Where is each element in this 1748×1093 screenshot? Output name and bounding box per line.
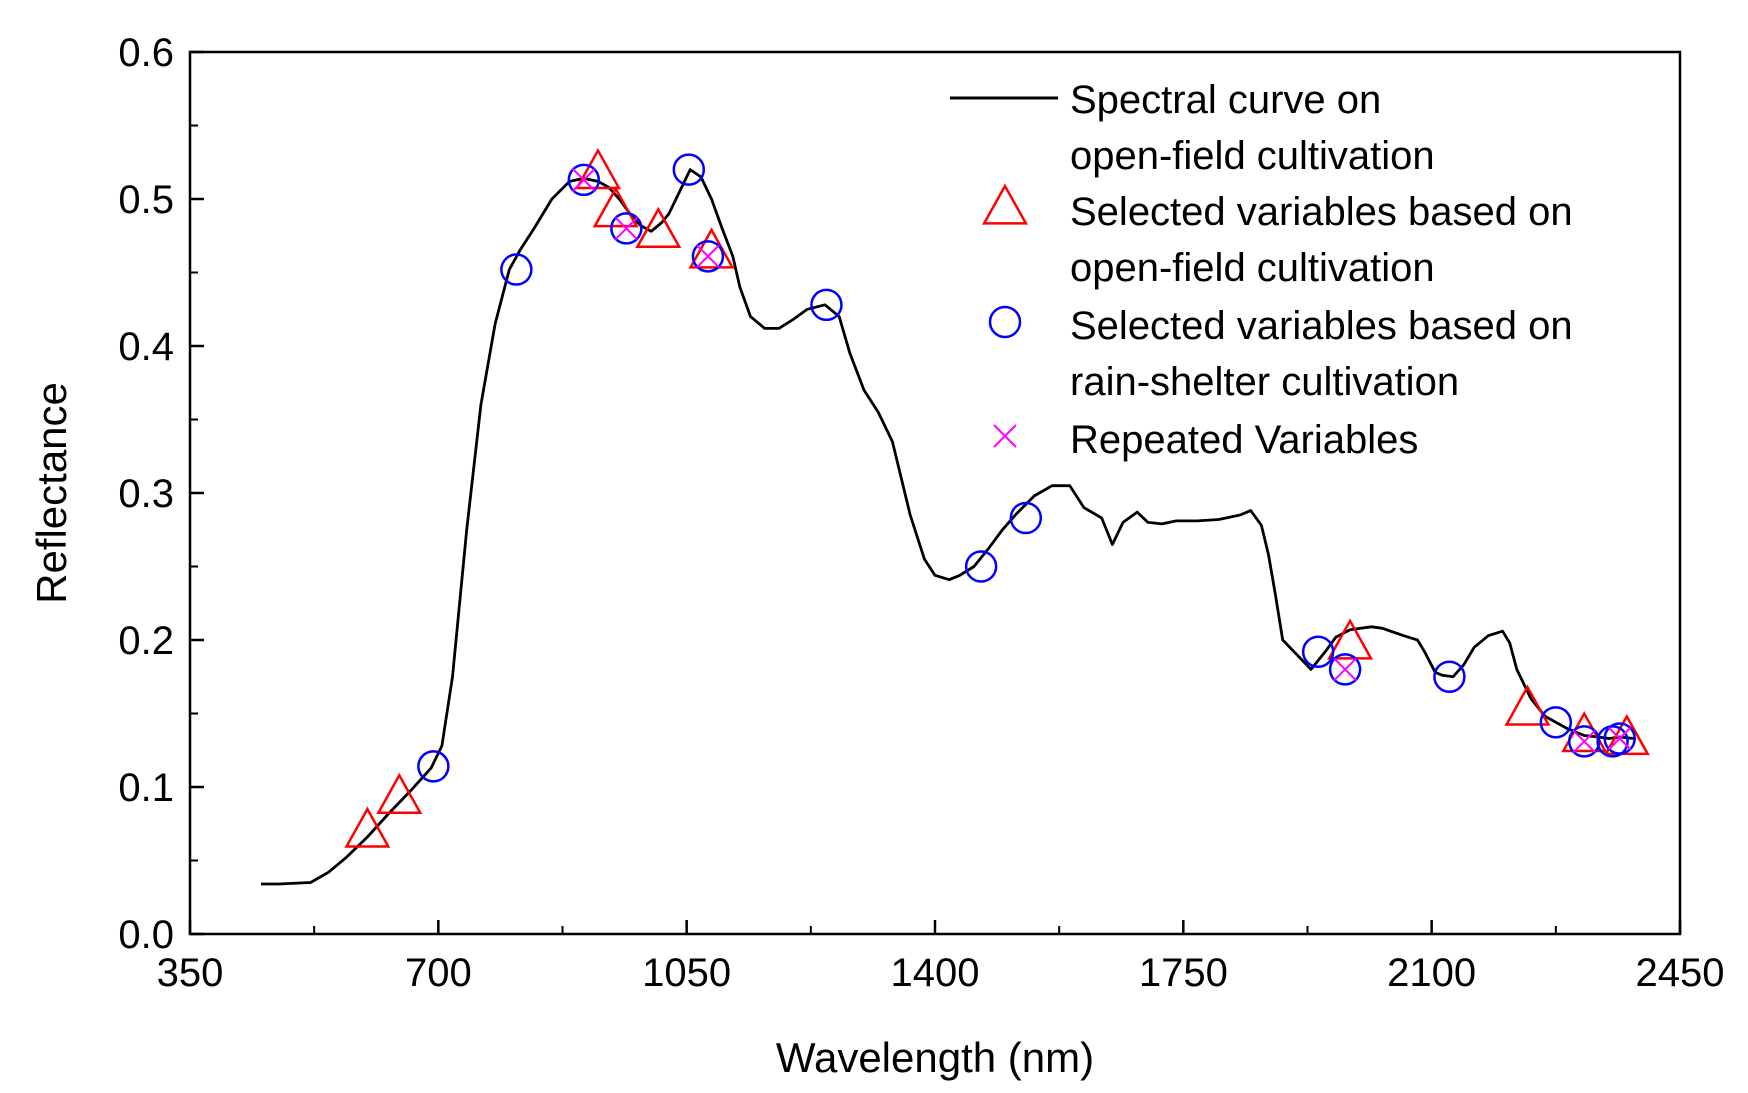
x-axis-title: Wavelength (nm): [776, 1034, 1094, 1081]
x-tick-label: 350: [157, 951, 224, 995]
x-tick-label: 1750: [1139, 951, 1228, 995]
triangle-marker-point: [376, 772, 423, 814]
circle-marker-point: [567, 163, 601, 197]
y-tick-label: 0.3: [118, 472, 174, 516]
triangle-marker-point: [1327, 618, 1374, 660]
circle-marker-point: [1539, 706, 1573, 739]
circle-marker-point: [1328, 653, 1362, 686]
circle-marker-point: [672, 153, 706, 186]
circle-marker-point: [500, 253, 533, 286]
legend-x-swatch: [993, 424, 1017, 448]
circle-marker-point: [417, 750, 450, 783]
circle-marker-point: [1567, 725, 1601, 758]
y-tick-label: 0.1: [118, 766, 174, 810]
legend-label: Repeated Variables: [1070, 418, 1418, 462]
legend-entry: Spectral curve on open-field cultivation: [950, 78, 1435, 178]
legend-label: Selected variables based on: [1070, 304, 1573, 348]
plot-layer: [261, 147, 1650, 886]
x-tick-label: 1400: [891, 951, 980, 995]
legend-label: open-field cultivation: [1070, 246, 1435, 290]
circle-marker-point: [610, 212, 643, 245]
x-marker-point: [614, 216, 639, 241]
y-tick-label: 0.0: [118, 913, 174, 957]
x-tick-label: 1050: [642, 951, 731, 995]
legend-entry: Repeated Variables: [993, 418, 1418, 462]
y-tick-label: 0.5: [118, 178, 174, 222]
x-marker-point: [572, 168, 596, 192]
legend-label: Selected variables based on: [1070, 190, 1573, 234]
y-tick-label: 0.2: [118, 619, 174, 663]
x-tick-label: 700: [405, 951, 472, 995]
circle-marker-point: [1301, 635, 1335, 669]
axes-layer: 350 700 1050 1400 1750 2100 2450 0.0 0.1 0.2 0.3 0.…: [118, 31, 1724, 995]
triangle-marker-point: [635, 206, 682, 248]
circle-marker-point: [1603, 722, 1636, 755]
legend-label: open-field cultivation: [1070, 134, 1435, 178]
y-axis-title: Reflectance: [28, 382, 75, 604]
triangle-marker-point: [574, 147, 622, 190]
series-circle-markers: [417, 153, 1636, 783]
triangle-marker-point: [1504, 684, 1551, 726]
legend-entry: Selected variables based on open-field cu…: [981, 183, 1573, 290]
x-tick-label: 2450: [1636, 951, 1725, 995]
legend-label: Spectral curve on: [1070, 78, 1381, 122]
circle-marker-point: [964, 550, 998, 583]
circle-marker-point: [810, 288, 843, 322]
triangle-marker-point: [592, 186, 639, 228]
x-marker-point: [1572, 729, 1596, 754]
triangle-marker-point: [344, 806, 391, 848]
x-marker-point: [696, 244, 720, 269]
y-tick-label: 0.6: [118, 31, 174, 75]
y-tick-label: 0.4: [118, 325, 174, 369]
x-tick-label: 2100: [1387, 951, 1476, 995]
legend-triangle-swatch: [981, 183, 1029, 225]
legend-label: rain-shelter cultivation: [1070, 360, 1459, 404]
legend-entry: Selected variables based on rain-shelter …: [988, 304, 1573, 404]
circle-marker-point: [691, 240, 725, 273]
circle-marker-point: [1433, 660, 1466, 693]
x-marker-point: [1607, 726, 1632, 751]
legend-circle-swatch: [988, 305, 1022, 339]
series-triangle-markers: [344, 147, 1650, 848]
series-x-markers: [572, 168, 1632, 754]
x-marker-point: [1333, 657, 1357, 682]
circle-marker-point: [1009, 501, 1043, 535]
